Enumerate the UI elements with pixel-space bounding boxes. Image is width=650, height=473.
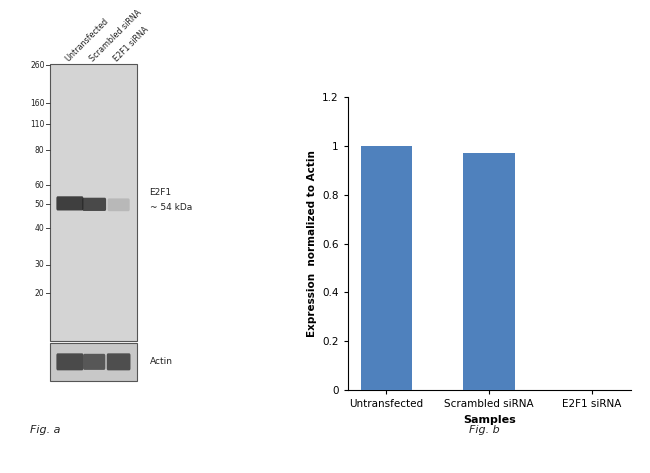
Y-axis label: Expression  normalized to Actin: Expression normalized to Actin — [307, 150, 317, 337]
FancyBboxPatch shape — [83, 354, 105, 370]
Text: Untransfected: Untransfected — [64, 17, 110, 64]
Bar — [51, 64, 136, 341]
FancyBboxPatch shape — [83, 198, 106, 211]
Text: 260: 260 — [30, 61, 44, 70]
Text: 110: 110 — [30, 120, 44, 129]
FancyBboxPatch shape — [107, 199, 129, 211]
Text: Fig. b: Fig. b — [469, 425, 500, 436]
Text: 40: 40 — [35, 224, 44, 233]
X-axis label: Samples: Samples — [463, 415, 515, 425]
Text: ~ 54 kDa: ~ 54 kDa — [150, 202, 192, 212]
FancyBboxPatch shape — [107, 353, 131, 370]
Text: Fig. a: Fig. a — [31, 425, 60, 436]
Bar — [361, 146, 412, 390]
Text: 160: 160 — [30, 98, 44, 108]
Bar — [51, 343, 136, 381]
Text: Actin: Actin — [150, 357, 172, 367]
Text: 20: 20 — [35, 289, 44, 298]
Text: 50: 50 — [35, 200, 44, 209]
Text: 30: 30 — [35, 260, 44, 270]
Text: 80: 80 — [35, 146, 44, 155]
Bar — [463, 153, 515, 390]
FancyBboxPatch shape — [57, 353, 83, 370]
Text: Scrambled siRNA: Scrambled siRNA — [88, 9, 143, 64]
Text: 60: 60 — [35, 181, 44, 190]
FancyBboxPatch shape — [57, 196, 83, 210]
Text: E2F1: E2F1 — [150, 188, 172, 198]
Text: E2F1 siRNA: E2F1 siRNA — [112, 26, 151, 64]
